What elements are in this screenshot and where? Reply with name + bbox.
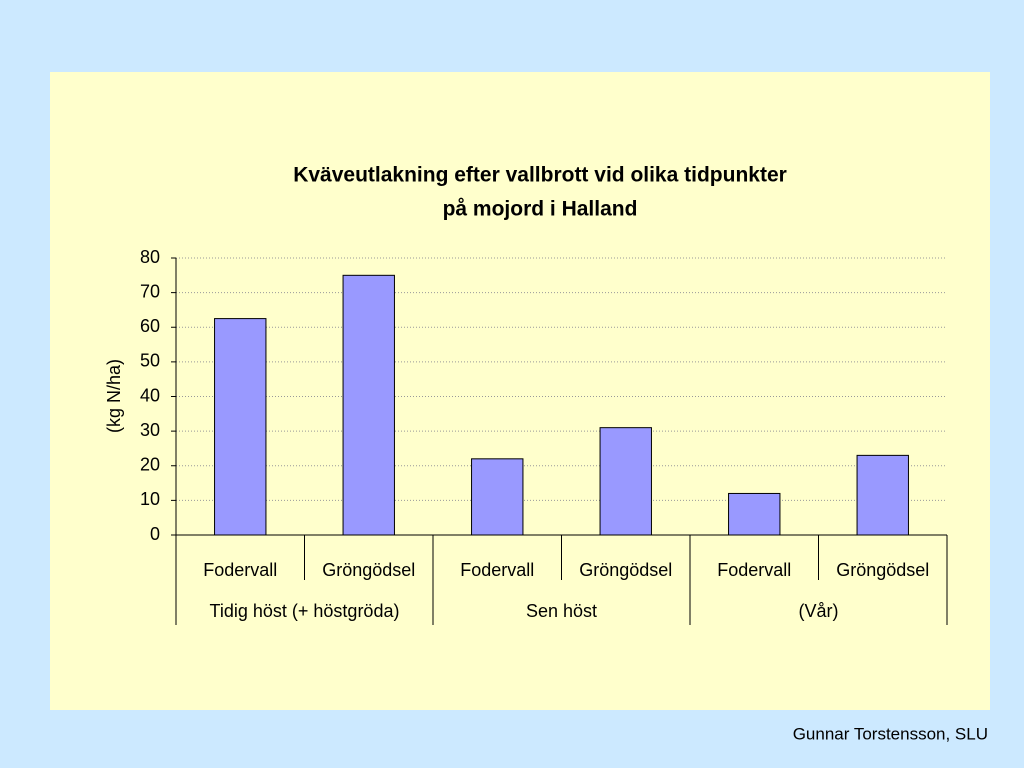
group-label: Sen höst	[526, 601, 597, 621]
chart-title: på mojord i Halland	[443, 198, 638, 221]
y-tick-label: 60	[140, 316, 160, 336]
chart-title: Kväveutlakning efter vallbrott vid olika…	[293, 164, 787, 187]
group-label: Tidig höst (+ höstgröda)	[210, 601, 400, 621]
x-tick-label: Fodervall	[460, 560, 534, 580]
footer: Gunnar Torstensson, SLU	[793, 724, 988, 743]
y-axis-label: (kg N/ha)	[104, 359, 124, 433]
y-tick-label: 30	[140, 420, 160, 440]
bar	[214, 318, 267, 536]
y-tick-label: 40	[140, 385, 160, 405]
y-tick-label: 80	[140, 247, 160, 267]
x-tick-label: Gröngödsel	[836, 560, 929, 580]
y-tick-label: 70	[140, 281, 160, 301]
bar	[342, 274, 395, 536]
chart-panel	[50, 72, 990, 710]
y-tick-label: 0	[150, 524, 160, 544]
bar	[471, 458, 524, 536]
bar	[856, 454, 909, 536]
x-tick-label: Gröngödsel	[322, 560, 415, 580]
y-tick-label: 50	[140, 351, 160, 371]
y-tick-label: 10	[140, 489, 160, 509]
y-tick-label: 20	[140, 455, 160, 475]
x-tick-label: Fodervall	[717, 560, 791, 580]
bar	[728, 492, 781, 536]
x-tick-label: Gröngödsel	[579, 560, 672, 580]
bar	[599, 427, 652, 536]
group-label: (Vår)	[799, 601, 839, 621]
x-tick-label: Fodervall	[203, 560, 277, 580]
